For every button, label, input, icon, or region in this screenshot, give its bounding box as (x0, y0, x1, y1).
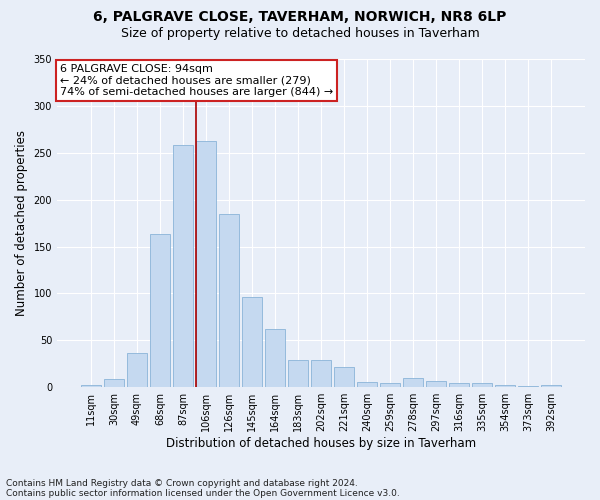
Bar (265, 329, 285, 387)
Bar (242, 297, 262, 387)
Bar (104, 379, 124, 387)
Text: Contains public sector information licensed under the Open Government Licence v3: Contains public sector information licen… (6, 488, 400, 498)
X-axis label: Distribution of detached houses by size in Taverham: Distribution of detached houses by size … (166, 437, 476, 450)
Bar (219, 214, 239, 387)
Bar (403, 378, 423, 387)
Bar (496, 386, 515, 387)
Bar (127, 354, 146, 387)
Bar (196, 140, 216, 387)
Bar (380, 382, 400, 387)
Text: Contains HM Land Registry data © Crown copyright and database right 2024.: Contains HM Land Registry data © Crown c… (6, 478, 358, 488)
Bar (173, 146, 193, 387)
Bar (357, 382, 377, 387)
Text: 6 PALGRAVE CLOSE: 94sqm
← 24% of detached houses are smaller (279)
74% of semi-d: 6 PALGRAVE CLOSE: 94sqm ← 24% of detache… (59, 64, 333, 97)
Bar (449, 382, 469, 387)
Bar (81, 386, 101, 387)
Bar (334, 366, 354, 387)
Text: 6, PALGRAVE CLOSE, TAVERHAM, NORWICH, NR8 6LP: 6, PALGRAVE CLOSE, TAVERHAM, NORWICH, NR… (94, 10, 506, 24)
Bar (427, 380, 446, 387)
Bar (541, 386, 561, 387)
Bar (311, 360, 331, 387)
Text: Size of property relative to detached houses in Taverham: Size of property relative to detached ho… (121, 28, 479, 40)
Y-axis label: Number of detached properties: Number of detached properties (15, 130, 28, 316)
Bar (288, 360, 308, 387)
Bar (472, 384, 492, 387)
Bar (150, 234, 170, 387)
Bar (518, 386, 538, 387)
